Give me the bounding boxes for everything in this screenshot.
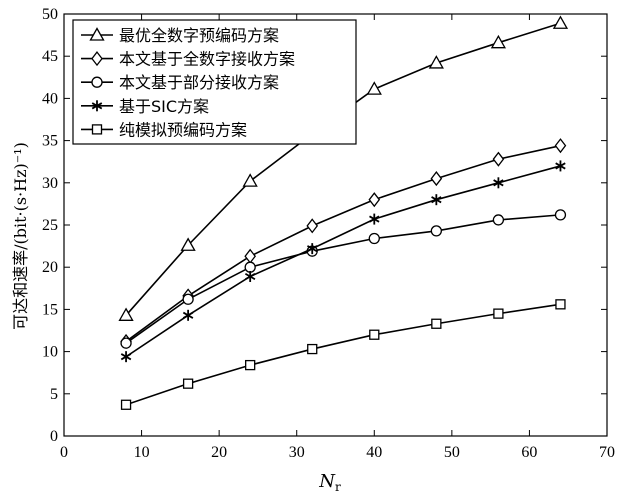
series-line xyxy=(125,144,561,343)
y-tick-label: 40 xyxy=(42,90,58,107)
x-tick-label: 70 xyxy=(599,444,615,461)
series-5 xyxy=(120,299,566,410)
series-3 xyxy=(120,209,567,349)
legend: 最优全数字预编码方案本文基于全数字接收方案本文基于部分接收方案基于SIC方案纯模… xyxy=(72,19,357,145)
data-point-circle xyxy=(430,225,442,237)
data-point-square xyxy=(431,318,442,329)
legend-entry: 基于SIC方案 xyxy=(81,97,209,116)
data-point-asterisk xyxy=(369,213,380,225)
data-point-asterisk xyxy=(120,351,132,363)
series-line xyxy=(125,214,561,344)
asterisk-stroke xyxy=(431,196,442,204)
data-point-circle xyxy=(120,337,132,349)
data-point-square xyxy=(369,329,380,340)
legend-entry: 本文基于全数字接收方案 xyxy=(81,50,295,69)
data-point-diamond xyxy=(244,248,256,264)
data-point-square xyxy=(555,299,566,310)
data-point-square xyxy=(245,359,256,371)
series-line xyxy=(125,303,561,406)
x-axis-title: Nr xyxy=(318,471,341,494)
data-point-asterisk xyxy=(244,270,256,282)
legend-label: 基于SIC方案 xyxy=(119,97,209,116)
data-point-triangle xyxy=(366,81,382,95)
legend-marker-square xyxy=(91,124,103,135)
y-tick-label: 50 xyxy=(42,6,58,23)
y-tick-label: 20 xyxy=(42,259,58,276)
data-point-triangle xyxy=(242,173,258,187)
data-point-circle xyxy=(182,293,194,305)
x-tick-label: 50 xyxy=(444,444,460,461)
x-axis-title-subscript: r xyxy=(335,480,341,494)
data-point-circle xyxy=(492,214,505,226)
legend-box xyxy=(72,19,357,145)
x-tick-label: 40 xyxy=(366,444,382,461)
data-point-square xyxy=(120,399,132,410)
asterisk-stroke xyxy=(91,102,103,110)
data-point-triangle xyxy=(180,237,196,251)
x-tick-label: 60 xyxy=(521,444,537,461)
y-tick-label: 0 xyxy=(50,428,58,445)
legend-label: 最优全数字预编码方案 xyxy=(119,26,279,45)
y-tick-label: 5 xyxy=(50,386,58,403)
legend-entry: 纯模拟预编码方案 xyxy=(81,120,247,139)
x-tick-label: 10 xyxy=(134,444,150,461)
legend-label: 本文基于全数字接收方案 xyxy=(119,50,295,69)
legend-marker-asterisk xyxy=(91,100,103,112)
data-point-asterisk xyxy=(431,194,442,206)
asterisk-stroke xyxy=(493,179,504,187)
legend-label: 纯模拟预编码方案 xyxy=(119,120,247,139)
asterisk-stroke xyxy=(369,215,380,223)
data-point-square xyxy=(182,378,194,389)
x-tick-label: 20 xyxy=(211,444,227,461)
x-tick-label: 30 xyxy=(289,444,305,461)
data-point-diamond xyxy=(430,171,443,187)
asterisk-stroke xyxy=(244,272,256,281)
data-point-asterisk xyxy=(306,243,318,255)
y-axis-title: 可达和速率/(bit·(s·Hz)⁻¹) xyxy=(11,142,30,330)
series-4 xyxy=(120,160,566,363)
asterisk-stroke xyxy=(306,245,318,253)
legend-entry: 最优全数字预编码方案 xyxy=(81,26,279,45)
data-point-triangle xyxy=(552,15,569,29)
y-tick-label: 30 xyxy=(42,175,58,192)
data-point-triangle xyxy=(490,34,507,49)
data-point-triangle xyxy=(428,55,444,69)
data-point-diamond xyxy=(306,218,319,234)
data-point-diamond xyxy=(368,192,381,208)
legend-marker-circle xyxy=(91,76,103,88)
y-tick-label: 35 xyxy=(42,133,58,150)
data-point-circle xyxy=(368,232,380,245)
y-tick-label: 10 xyxy=(42,344,58,361)
data-point-asterisk xyxy=(182,309,194,321)
legend-marker-diamond xyxy=(91,51,103,67)
data-point-asterisk xyxy=(555,160,566,172)
y-tick-label: 25 xyxy=(42,217,58,234)
data-point-square xyxy=(493,308,504,319)
x-axis-title-main: N xyxy=(318,471,336,492)
asterisk-stroke xyxy=(555,162,566,170)
data-point-circle xyxy=(554,209,567,221)
y-tick-label: 15 xyxy=(42,301,58,318)
legend-label: 本文基于部分接收方案 xyxy=(119,73,279,92)
data-point-diamond xyxy=(492,151,505,167)
asterisk-stroke xyxy=(182,311,194,319)
x-tick-label: 0 xyxy=(60,444,68,461)
data-point-diamond xyxy=(554,138,567,154)
legend-entry: 本文基于部分接收方案 xyxy=(81,73,279,92)
asterisk-stroke xyxy=(120,353,132,361)
legend-marker-triangle xyxy=(89,27,105,41)
series-line xyxy=(125,165,561,358)
data-point-circle xyxy=(244,261,256,273)
y-tick-label: 45 xyxy=(42,48,58,65)
data-point-square xyxy=(307,343,318,355)
axes: 0 10 20 30 40 50 60 70 0 5 10 15 20 25 30 35 40 45 50 xyxy=(42,6,615,461)
data-point-triangle xyxy=(118,307,134,321)
data-point-asterisk xyxy=(493,177,504,189)
